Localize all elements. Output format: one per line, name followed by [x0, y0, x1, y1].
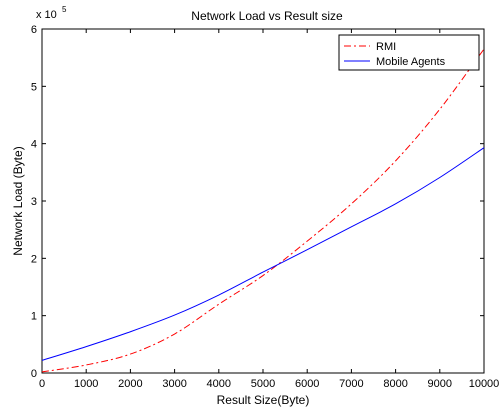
x-tick-label: 0 [39, 378, 45, 390]
x-tick-label: 2000 [118, 378, 142, 390]
y-axis-ticks: 0 1 2 3 4 5 6 [31, 24, 484, 380]
y-tick-label: 3 [31, 196, 37, 208]
x-tick-label: 8000 [383, 378, 407, 390]
y-axis-multiplier: x 10 5 [36, 5, 67, 21]
x-tick-label: 5000 [251, 378, 275, 390]
y-tick-label: 1 [31, 311, 37, 323]
series-line-mobile-agents [41, 147, 485, 361]
y-tick-label: 4 [31, 139, 37, 151]
y-axis-multiplier-exponent: 5 [62, 5, 67, 14]
x-axis-label: Result Size(Byte) [217, 393, 310, 407]
x-tick-label: 6000 [295, 378, 319, 390]
x-axis-ticks: 0 1000 2000 3000 4000 5000 6000 7000 8000 9000 100… [39, 29, 499, 390]
legend-box [338, 34, 480, 71]
y-axis-label: Network Load (Byte) [11, 146, 25, 255]
y-tick-label: 2 [31, 253, 37, 265]
x-tick-label: 4000 [207, 378, 231, 390]
x-tick-label: 7000 [339, 378, 363, 390]
y-tick-label: 6 [31, 24, 37, 36]
legend: RMI Mobile Agents [338, 34, 480, 71]
y-tick-label: 5 [31, 81, 37, 93]
y-axis-multiplier-base: x 10 [36, 9, 57, 21]
x-tick-label: 9000 [428, 378, 452, 390]
series-lines [41, 48, 485, 373]
y-tick-label: 0 [31, 368, 37, 380]
x-tick-label: 10000 [469, 378, 500, 390]
x-tick-label: 1000 [74, 378, 98, 390]
plot-area [41, 28, 485, 374]
chart-title: Network Load vs Result size [191, 9, 343, 23]
x-tick-label: 3000 [162, 378, 186, 390]
series-line-rmi [41, 48, 485, 373]
legend-label-rmi: RMI [376, 41, 396, 53]
legend-label-mobile-agents: Mobile Agents [376, 56, 446, 68]
